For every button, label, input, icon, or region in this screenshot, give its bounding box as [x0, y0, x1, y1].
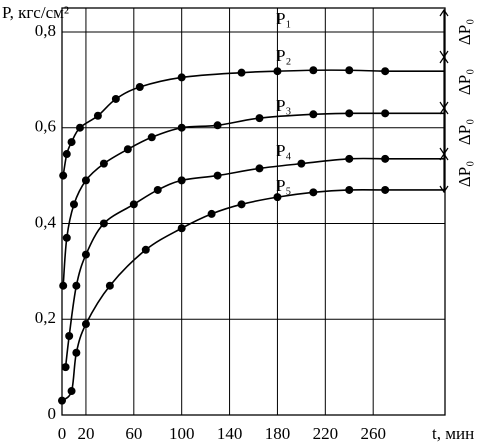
data-point — [297, 159, 306, 168]
data-point — [61, 363, 70, 372]
data-point — [81, 320, 90, 329]
delta-label: ΔP₀ — [455, 19, 474, 45]
x-tick-label: 100 — [169, 424, 195, 443]
data-point — [309, 188, 318, 197]
series-label: P₅ — [276, 176, 291, 195]
data-point — [105, 281, 114, 290]
x-tick-label: 0 — [58, 424, 67, 443]
x-tick-label: 140 — [217, 424, 243, 443]
delta-label: ΔP₀ — [455, 161, 474, 187]
data-point — [273, 193, 282, 202]
data-point — [72, 348, 81, 357]
data-point — [59, 171, 68, 180]
data-point — [345, 185, 354, 194]
data-point — [147, 133, 156, 142]
x-tick-label: 260 — [360, 424, 386, 443]
data-point — [72, 281, 81, 290]
x-tick-label: 180 — [265, 424, 291, 443]
data-point — [67, 387, 76, 396]
x-tick-label: 20 — [77, 424, 94, 443]
data-point — [345, 66, 354, 75]
data-point — [177, 176, 186, 185]
data-point — [381, 67, 390, 76]
data-point — [177, 224, 186, 233]
data-point — [153, 185, 162, 194]
data-point — [141, 245, 150, 254]
data-point — [177, 73, 186, 82]
data-point — [135, 83, 144, 92]
data-point — [62, 233, 71, 242]
data-point — [99, 159, 108, 168]
y-tick-label: 0,2 — [35, 308, 56, 327]
series-label: P₄ — [276, 141, 291, 160]
data-point — [273, 67, 282, 76]
data-point — [345, 154, 354, 163]
y-tick-label: 0 — [48, 404, 57, 423]
data-point — [381, 185, 390, 194]
data-point — [309, 66, 318, 75]
data-point — [93, 111, 102, 120]
series-label: P₂ — [276, 46, 291, 65]
y-axis-label: P, кгс/см² — [2, 3, 69, 22]
top-label: P₁ — [276, 9, 291, 28]
series-label: P₃ — [276, 96, 291, 115]
data-point — [65, 331, 74, 340]
data-point — [81, 176, 90, 185]
data-point — [381, 154, 390, 163]
data-point — [237, 200, 246, 209]
data-point — [58, 396, 66, 405]
data-point — [345, 109, 354, 118]
delta-arrows — [439, 8, 449, 194]
series-line — [61, 188, 445, 402]
data-point — [62, 150, 71, 159]
data-point — [81, 250, 90, 259]
data-point — [67, 138, 76, 147]
data-point — [213, 171, 222, 180]
y-tick-label: 0,6 — [35, 117, 56, 136]
x-tick-label: 220 — [313, 424, 339, 443]
data-point — [381, 109, 390, 118]
data-point — [69, 200, 78, 209]
x-axis-label: t, мин — [432, 424, 474, 443]
data-point — [59, 281, 68, 290]
series-line — [62, 112, 445, 286]
y-tick-label: 0,8 — [35, 21, 56, 40]
data-point — [213, 121, 222, 130]
data-point — [207, 209, 216, 218]
data-point — [309, 110, 318, 119]
delta-label: ΔP₀ — [455, 119, 474, 145]
data-point — [255, 164, 264, 173]
data-point — [111, 94, 120, 103]
delta-label: ΔP₀ — [455, 69, 474, 95]
data-point — [99, 219, 108, 228]
data-point — [255, 114, 264, 123]
data-point — [129, 200, 138, 209]
data-point — [237, 68, 246, 77]
x-tick-label: 60 — [125, 424, 142, 443]
data-point — [177, 123, 186, 132]
y-tick-label: 0,4 — [35, 212, 57, 231]
data-point — [75, 123, 84, 132]
data-point — [123, 145, 132, 154]
